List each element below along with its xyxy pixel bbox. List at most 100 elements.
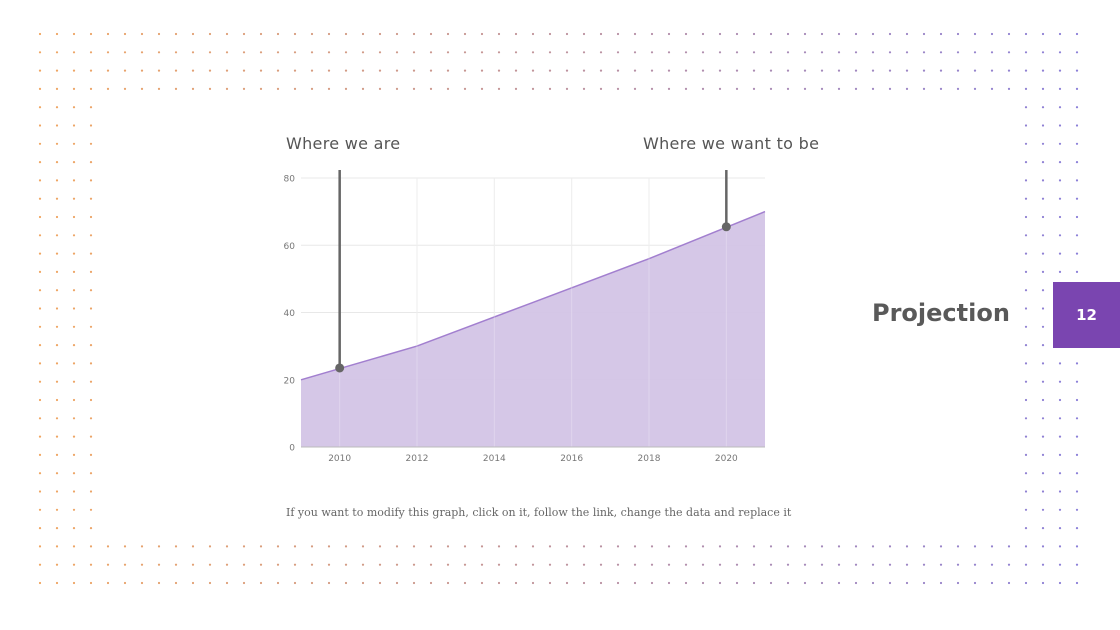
background-dot <box>803 51 807 54</box>
background-dot <box>55 69 59 72</box>
background-dot <box>293 69 297 72</box>
background-dot <box>1024 69 1028 72</box>
background-dot <box>582 545 586 548</box>
background-dot <box>140 563 144 566</box>
background-dot <box>854 87 858 90</box>
background-dot <box>191 69 195 72</box>
background-dot <box>888 51 892 54</box>
background-dot <box>514 581 518 585</box>
background-dot <box>72 417 76 420</box>
background-dot <box>1041 32 1045 36</box>
background-dot <box>412 32 416 36</box>
background-dot <box>361 32 365 36</box>
background-dot <box>633 69 637 72</box>
background-dot <box>55 563 59 566</box>
background-dot <box>1058 51 1062 54</box>
background-dot <box>191 581 195 585</box>
background-dot <box>1058 197 1062 200</box>
background-dot <box>599 545 603 548</box>
background-dot <box>1058 161 1062 164</box>
background-dot <box>259 563 263 566</box>
background-dot <box>378 51 382 54</box>
background-dot <box>1024 87 1028 90</box>
marker-point <box>335 363 345 373</box>
background-dot <box>1041 87 1045 90</box>
background-dot <box>106 545 110 548</box>
background-dot <box>1041 581 1045 585</box>
background-dot <box>871 69 875 72</box>
background-dot <box>1041 417 1045 420</box>
background-dot <box>361 87 365 90</box>
background-dot <box>72 362 76 365</box>
background-dot <box>89 142 93 145</box>
background-dot <box>55 270 59 273</box>
background-dot <box>616 32 620 36</box>
background-dot <box>38 124 42 127</box>
background-dot <box>1024 545 1028 548</box>
background-dot <box>769 581 773 585</box>
background-dot <box>820 69 824 72</box>
background-dot <box>888 32 892 36</box>
background-dot <box>259 32 263 36</box>
background-dot <box>89 289 93 292</box>
background-dot <box>72 32 76 36</box>
background-dot <box>72 398 76 402</box>
background-dot <box>1075 161 1079 164</box>
background-dot <box>174 32 178 36</box>
background-dot <box>684 545 688 548</box>
area-series-line <box>300 210 766 381</box>
background-dot <box>55 325 59 328</box>
background-dot <box>395 563 399 566</box>
background-dot <box>208 545 212 548</box>
background-dot <box>1024 106 1028 109</box>
background-dot <box>480 87 484 90</box>
background-dot <box>497 69 501 72</box>
background-dot <box>1041 197 1045 200</box>
background-dot <box>1041 215 1045 219</box>
background-dot <box>1041 362 1045 365</box>
background-dot <box>599 51 603 54</box>
background-dot <box>89 69 93 72</box>
background-dot <box>1024 270 1028 273</box>
background-dot <box>1024 51 1028 54</box>
background-dot <box>412 563 416 566</box>
background-dot <box>1075 417 1079 420</box>
background-dot <box>905 563 909 566</box>
y-tick-label: 0 <box>289 444 295 454</box>
background-dot <box>89 252 93 255</box>
background-dot <box>888 87 892 90</box>
background-dot <box>72 106 76 109</box>
background-dot <box>123 563 127 566</box>
background-dot <box>582 581 586 585</box>
background-dot <box>650 69 654 72</box>
background-dot <box>361 545 365 548</box>
background-dot <box>72 453 76 456</box>
background-dot <box>89 234 93 237</box>
projection-area-chart[interactable]: 0 20 40 60 80 2010 2012 2014 2016 2018 2020 <box>270 160 780 470</box>
background-dot <box>38 215 42 219</box>
background-dot <box>1075 215 1079 219</box>
background-dot <box>55 508 59 511</box>
background-dot <box>310 87 314 90</box>
background-dot <box>412 51 416 54</box>
background-dot <box>650 51 654 54</box>
background-dot <box>1058 398 1062 402</box>
background-dot <box>38 106 42 109</box>
background-dot <box>752 87 756 90</box>
background-dot <box>72 142 76 145</box>
background-dot <box>55 289 59 292</box>
background-dot <box>293 87 297 90</box>
background-dot <box>55 545 59 548</box>
background-dot <box>463 32 467 36</box>
background-dot <box>871 563 875 566</box>
background-dot <box>1058 435 1062 438</box>
background-dot <box>378 563 382 566</box>
background-dot <box>378 87 382 90</box>
background-dot <box>1024 435 1028 438</box>
background-dot <box>395 51 399 54</box>
background-dot <box>701 69 705 72</box>
background-dot <box>922 581 926 585</box>
background-dot <box>803 581 807 585</box>
background-dot <box>497 87 501 90</box>
background-dot <box>38 380 42 383</box>
